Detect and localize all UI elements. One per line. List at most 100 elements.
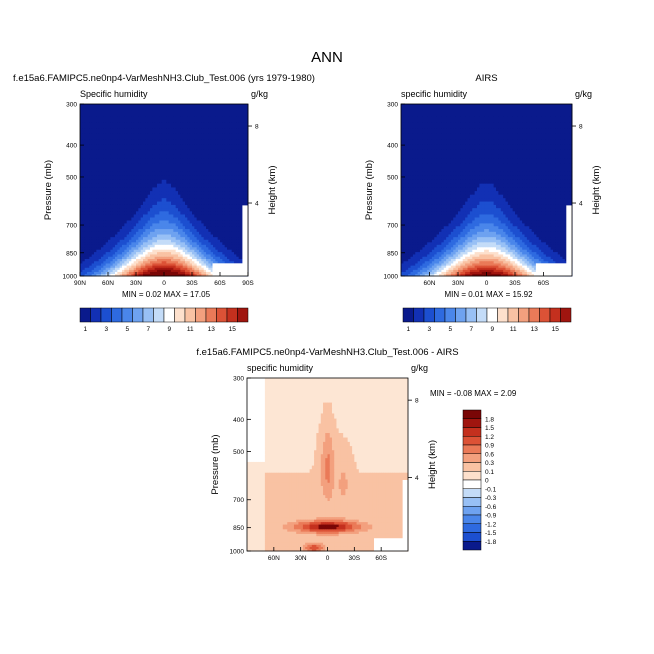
field-cell	[210, 244, 214, 248]
field-cell	[117, 229, 121, 233]
field-cell	[199, 259, 202, 262]
field-cell	[80, 234, 83, 238]
field-cell	[436, 179, 440, 185]
field-cell	[453, 179, 457, 185]
field-cell	[150, 223, 153, 227]
field-cell	[105, 211, 109, 215]
field-cell	[150, 198, 153, 202]
field-cell	[166, 223, 170, 227]
field-cell	[115, 214, 118, 218]
field-cell	[84, 249, 88, 253]
field-cell	[126, 223, 130, 227]
field-cell	[166, 271, 170, 275]
field-cell	[420, 167, 423, 173]
field-cell	[229, 149, 233, 155]
field-cell	[80, 214, 83, 218]
field-cell	[503, 133, 506, 140]
field-cell	[131, 175, 135, 181]
field-cell	[215, 261, 219, 264]
field-cell	[500, 183, 504, 188]
field-cell	[543, 144, 547, 150]
field-cell	[108, 214, 111, 218]
field-cell	[164, 144, 167, 150]
field-cell	[222, 211, 226, 215]
field-cell	[515, 167, 518, 173]
field-cell	[131, 139, 135, 145]
field-cell	[569, 171, 573, 177]
field-cell	[243, 191, 247, 196]
field-cell	[512, 179, 516, 185]
field-cell	[154, 183, 158, 188]
field-cell	[87, 110, 90, 118]
field-cell	[161, 254, 165, 258]
field-cell	[180, 226, 184, 230]
field-cell	[161, 273, 165, 277]
field-cell	[138, 116, 142, 124]
field-cell	[110, 122, 114, 129]
field-cell	[110, 223, 114, 227]
field-cell	[481, 179, 485, 185]
field-cell	[161, 139, 165, 145]
field-cell	[87, 154, 90, 160]
field-cell	[415, 171, 419, 177]
field-cell	[472, 171, 476, 177]
field-cell	[129, 223, 132, 227]
field-cell	[515, 163, 518, 168]
field-cell	[178, 110, 181, 118]
field-cell	[410, 191, 414, 196]
field-cell	[103, 183, 107, 188]
field-cell	[133, 175, 137, 181]
field-cell	[531, 175, 535, 181]
field-cell	[150, 261, 153, 264]
field-cell	[89, 204, 93, 209]
field-cell	[196, 259, 200, 262]
field-cell	[203, 214, 207, 218]
field-cell	[465, 171, 468, 177]
field-cell	[213, 226, 216, 230]
field-cell	[103, 122, 107, 129]
field-cell	[227, 214, 230, 218]
field-cell	[220, 214, 223, 218]
field-cell	[538, 139, 542, 145]
field-cell	[182, 154, 186, 160]
field-cell	[164, 149, 167, 155]
field-cell	[124, 116, 128, 124]
field-cell	[553, 139, 556, 145]
field-cell	[124, 239, 128, 243]
field-cell	[569, 122, 573, 129]
field-cell	[87, 223, 90, 227]
field-cell	[199, 163, 202, 168]
field-cell	[477, 122, 480, 129]
field-cell	[89, 237, 93, 241]
field-cell	[110, 252, 114, 255]
field-cell	[115, 128, 118, 135]
field-cell	[231, 254, 235, 258]
field-cell	[222, 234, 226, 238]
field-cell	[192, 261, 195, 264]
field-cell	[458, 167, 461, 173]
field-cell	[108, 122, 111, 129]
field-cell	[171, 144, 174, 150]
field-cell	[101, 175, 104, 181]
field-cell	[548, 167, 552, 173]
field-cell	[147, 139, 151, 145]
field-cell	[145, 263, 149, 267]
field-cell	[133, 256, 137, 260]
field-cell	[161, 217, 165, 221]
field-cell	[231, 179, 235, 185]
field-cell	[166, 273, 170, 277]
field-cell	[522, 133, 525, 140]
field-cell	[208, 183, 212, 188]
field-cell	[175, 273, 179, 277]
field-cell	[187, 191, 191, 196]
field-cell	[185, 271, 188, 275]
field-cell	[180, 214, 184, 218]
field-cell	[136, 175, 139, 181]
field-cell	[133, 149, 137, 155]
field-cell	[138, 167, 142, 173]
field-cell	[505, 167, 509, 173]
field-cell	[89, 154, 93, 160]
field-cell	[189, 187, 193, 192]
field-cell	[431, 171, 435, 177]
field-cell	[173, 214, 177, 218]
